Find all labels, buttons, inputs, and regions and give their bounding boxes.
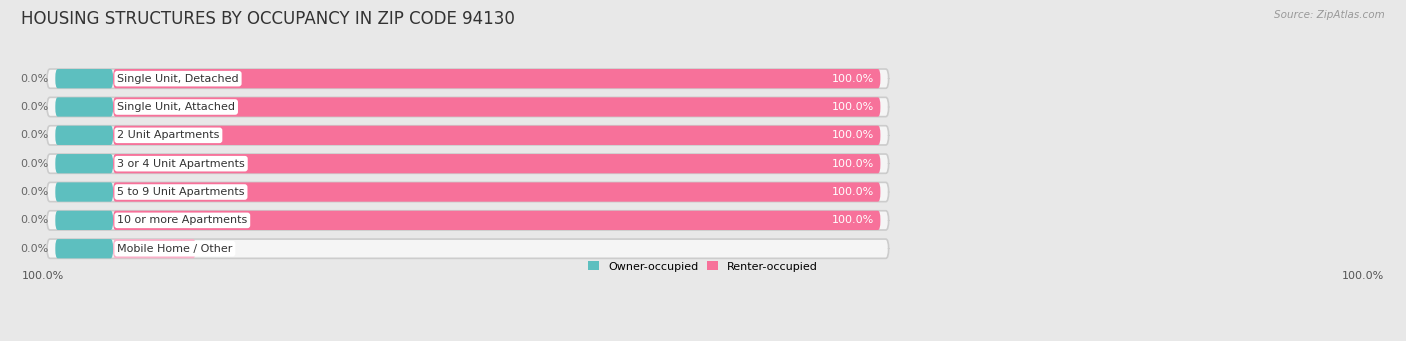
FancyBboxPatch shape [55, 69, 112, 88]
FancyBboxPatch shape [46, 211, 889, 230]
Legend: Owner-occupied, Renter-occupied: Owner-occupied, Renter-occupied [588, 261, 818, 272]
Text: 100.0%: 100.0% [831, 102, 873, 112]
FancyBboxPatch shape [112, 154, 880, 173]
Text: 100.0%: 100.0% [831, 216, 873, 225]
FancyBboxPatch shape [55, 126, 112, 145]
Text: 0.0%: 0.0% [21, 187, 49, 197]
Text: 100.0%: 100.0% [831, 74, 873, 84]
Text: 0.0%: 0.0% [21, 102, 49, 112]
FancyBboxPatch shape [46, 239, 889, 258]
FancyBboxPatch shape [46, 98, 889, 117]
Text: 10 or more Apartments: 10 or more Apartments [117, 216, 247, 225]
Text: 2 Unit Apartments: 2 Unit Apartments [117, 130, 219, 140]
FancyBboxPatch shape [46, 126, 889, 145]
FancyBboxPatch shape [112, 98, 880, 117]
FancyBboxPatch shape [46, 182, 889, 202]
FancyBboxPatch shape [112, 69, 880, 88]
FancyBboxPatch shape [55, 154, 112, 173]
Text: 0.0%: 0.0% [21, 74, 49, 84]
Text: 100.0%: 100.0% [831, 159, 873, 169]
FancyBboxPatch shape [112, 211, 880, 230]
FancyBboxPatch shape [46, 69, 889, 88]
FancyBboxPatch shape [46, 154, 889, 173]
Text: 100.0%: 100.0% [22, 271, 65, 281]
Text: 0.0%: 0.0% [21, 159, 49, 169]
Text: 100.0%: 100.0% [1341, 271, 1384, 281]
Text: 0.0%: 0.0% [202, 244, 231, 254]
FancyBboxPatch shape [55, 239, 112, 258]
Text: 3 or 4 Unit Apartments: 3 or 4 Unit Apartments [117, 159, 245, 169]
FancyBboxPatch shape [112, 239, 195, 258]
Text: 0.0%: 0.0% [21, 130, 49, 140]
Text: 5 to 9 Unit Apartments: 5 to 9 Unit Apartments [117, 187, 245, 197]
Text: 0.0%: 0.0% [21, 216, 49, 225]
FancyBboxPatch shape [55, 182, 112, 202]
Text: Mobile Home / Other: Mobile Home / Other [117, 244, 232, 254]
Text: Source: ZipAtlas.com: Source: ZipAtlas.com [1274, 10, 1385, 20]
Text: 0.0%: 0.0% [21, 244, 49, 254]
FancyBboxPatch shape [55, 98, 112, 117]
Text: Single Unit, Detached: Single Unit, Detached [117, 74, 239, 84]
Text: HOUSING STRUCTURES BY OCCUPANCY IN ZIP CODE 94130: HOUSING STRUCTURES BY OCCUPANCY IN ZIP C… [21, 10, 515, 28]
FancyBboxPatch shape [55, 211, 112, 230]
FancyBboxPatch shape [112, 126, 880, 145]
Text: 100.0%: 100.0% [831, 187, 873, 197]
Text: Single Unit, Attached: Single Unit, Attached [117, 102, 235, 112]
Text: 100.0%: 100.0% [831, 130, 873, 140]
FancyBboxPatch shape [112, 182, 880, 202]
